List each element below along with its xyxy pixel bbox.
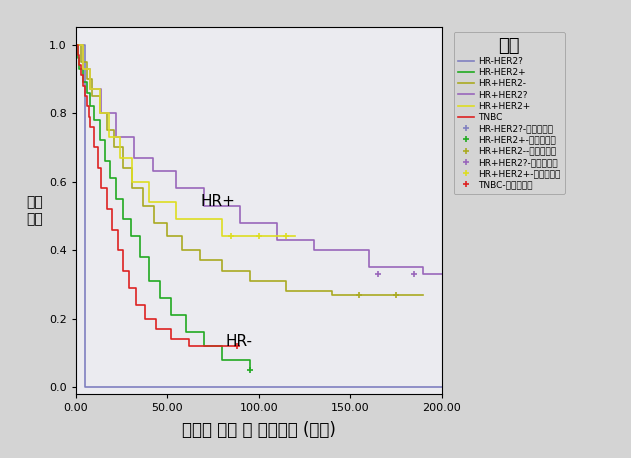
- X-axis label: 유방암 재발 후 생존기간 (개월): 유방암 재발 후 생존기간 (개월): [182, 421, 336, 439]
- Text: HR+: HR+: [200, 194, 235, 208]
- Legend: HR-HER2?, HR-HER2+, HR+HER2-, HR+HER2?, HR+HER2+, TNBC, HR-HER2?-중도절단됨, HR-HER2+: HR-HER2?, HR-HER2+, HR+HER2-, HR+HER2?, …: [454, 32, 565, 194]
- Text: HR-: HR-: [226, 334, 253, 349]
- Y-axis label: 생존
확률: 생존 확률: [27, 196, 44, 226]
